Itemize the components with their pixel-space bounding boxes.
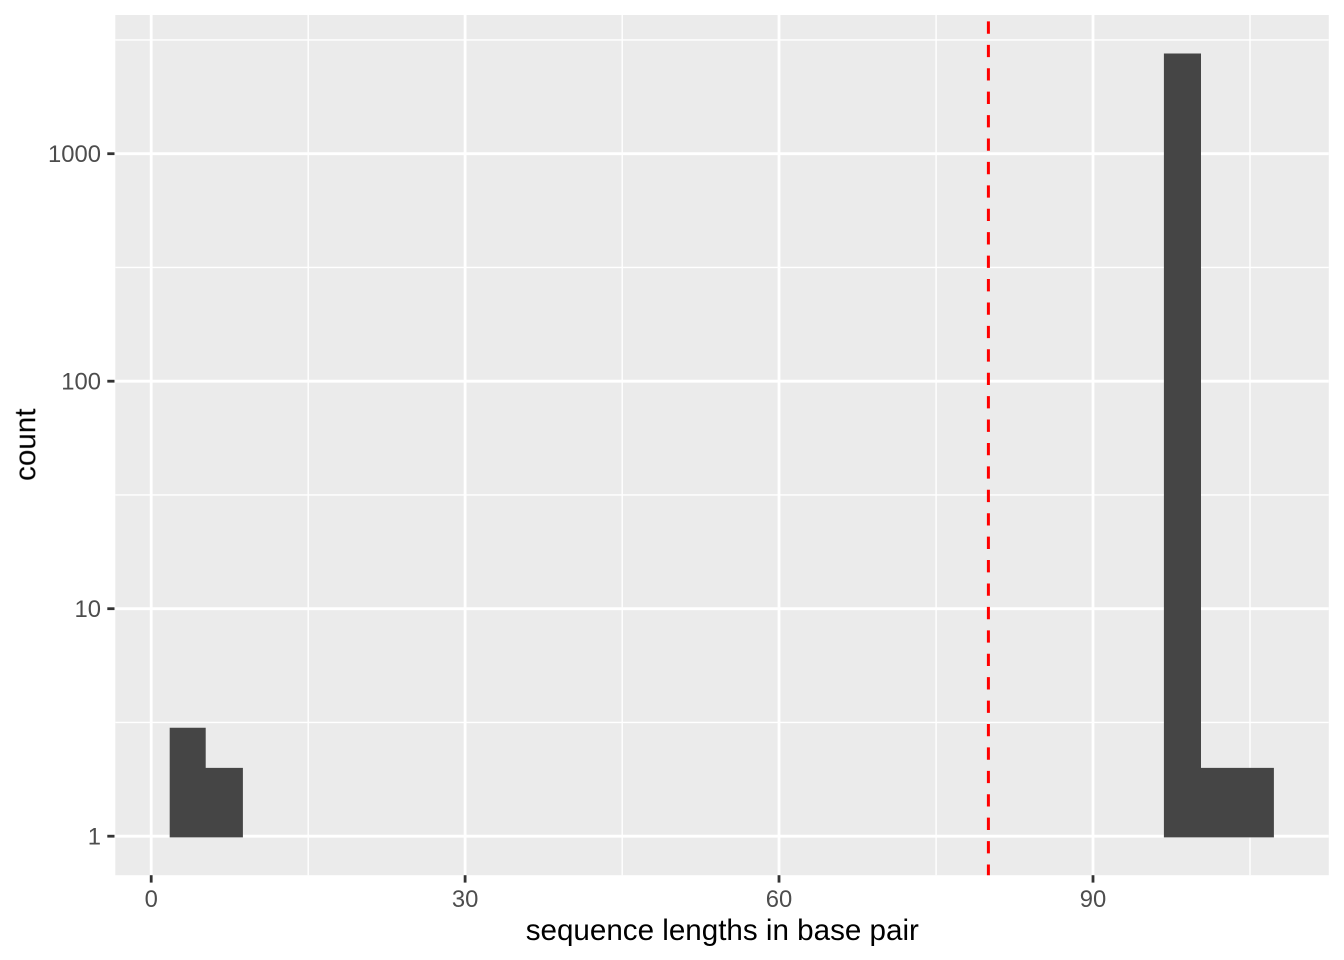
svg-text:sequence lengths in base pair: sequence lengths in base pair	[526, 914, 919, 947]
svg-text:10: 10	[75, 596, 101, 623]
svg-text:90: 90	[1080, 886, 1106, 913]
svg-text:count: count	[9, 408, 42, 480]
svg-text:0: 0	[145, 886, 158, 913]
svg-text:60: 60	[766, 886, 792, 913]
svg-text:1000: 1000	[48, 141, 101, 168]
svg-text:100: 100	[61, 368, 101, 395]
svg-text:30: 30	[452, 886, 478, 913]
svg-text:1: 1	[88, 823, 101, 850]
